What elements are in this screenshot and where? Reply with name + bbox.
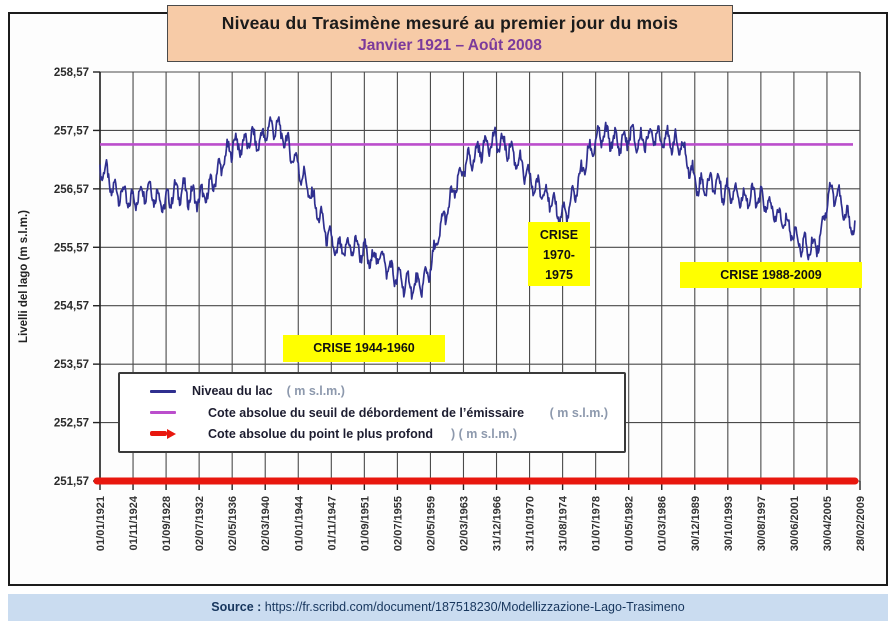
arrow-right-icon: [167, 428, 176, 439]
x-tick-label: 02/05/1959: [425, 496, 437, 551]
legend-item-lake-level: Niveau du lac ( m s.l.m.): [120, 384, 624, 398]
crisis-annotation-1970-1975: CRISE 1970- 1975: [528, 222, 590, 286]
legend-item-overflow-threshold: Cote absolue du seuil de débordement de …: [120, 406, 624, 420]
source-bar: Source : https://fr.scribd.com/document/…: [8, 594, 888, 621]
y-tick-label: 253,57: [54, 359, 89, 371]
lake-level-line-swatch: [150, 389, 176, 393]
outer-frame: [8, 12, 888, 586]
page-subtitle: Janvier 1921 – Août 2008: [358, 37, 542, 54]
overflow-line-swatch: [150, 411, 176, 414]
x-tick-label: 31/08/1974: [558, 495, 570, 551]
x-tick-label: 01/05/1982: [624, 496, 636, 551]
axis-labels: 258,57 257,57 256,57 255,57 254,57 253,57 252,…: [18, 67, 867, 551]
title-box: Niveau du Trasimène mesuré au premier jo…: [167, 5, 733, 62]
y-tick-label: 255,57: [54, 242, 89, 254]
x-tick-label: 28/02/2009: [855, 496, 867, 551]
x-tick-label: 30/10/1993: [723, 496, 735, 551]
y-tick-label: 258,57: [54, 67, 89, 79]
legend-item-deepest-point: Cote absolue du point le plus profond ) …: [120, 427, 624, 441]
crisis-annotation-1988-2009: CRISE 1988-2009: [680, 262, 862, 288]
x-tick-label: 01/09/1928: [161, 496, 173, 551]
x-tick-label: 01/11/1947: [326, 496, 338, 550]
lake-level-line: [99, 116, 856, 300]
crisis-label: CRISE 1944-1960: [313, 341, 415, 355]
y-tick-label: 257,57: [54, 125, 89, 137]
x-tick-label: 30/12/1989: [690, 496, 702, 551]
source-url: https://fr.scribd.com/document/187518230…: [264, 600, 685, 614]
x-tick-label: 30/08/1997: [756, 496, 768, 551]
x-tick-label: 01/07/1978: [591, 496, 603, 551]
y-tick-label: 254,57: [54, 301, 89, 313]
crisis-label: CRISE 1988-2009: [720, 268, 822, 282]
x-tick-label: 02/03/1940: [260, 496, 272, 551]
crisis-label-line: 1975: [545, 268, 573, 282]
x-tick-label: 30/04/2005: [822, 496, 834, 551]
y-tick-label: 256,57: [54, 184, 89, 196]
legend-label: Niveau du lac: [192, 384, 273, 399]
legend-unit: ( m s.l.m.): [286, 384, 345, 399]
x-tick-label: 02/05/1936: [227, 496, 239, 551]
x-tick-label: 02/07/1932: [194, 496, 206, 551]
deepest-point-line-swatch: [150, 428, 176, 439]
legend-label: Cote absolue du seuil de débordement de …: [208, 405, 525, 420]
x-tick-label: 01/03/1986: [657, 496, 669, 551]
legend-unit: ( m s.l.m.): [549, 405, 608, 420]
x-tick-label: 02/03/1963: [458, 496, 470, 551]
x-tick-label: 31/12/1966: [492, 496, 504, 551]
y-tick-label: 252,57: [54, 418, 89, 430]
y-tick-label: 251,57: [54, 476, 89, 488]
page-title: Niveau du Trasimène mesuré au premier jo…: [221, 13, 679, 33]
x-tick-label: 30/06/2001: [789, 496, 801, 551]
x-tick-label: 01/09/1951: [359, 496, 371, 551]
crisis-annotation-1944-1960: CRISE 1944-1960: [283, 335, 445, 362]
red-line-icon: [150, 431, 167, 437]
x-tick-label: 01/11/1924: [128, 495, 140, 550]
source-label: Source :: [211, 600, 262, 614]
chart-legend: Niveau du lac ( m s.l.m.) Cote absolue d…: [118, 372, 626, 453]
y-axis-title: Livelli del lago (m s.l.m.): [18, 210, 30, 343]
legend-label: Cote absolue du point le plus profond: [208, 426, 433, 441]
legend-unit: ) ( m s.l.m.): [451, 426, 517, 441]
x-tick-label: 31/10/1970: [525, 496, 537, 551]
crisis-label-line: CRISE: [539, 228, 579, 242]
x-tick-label: 02/07/1955: [392, 496, 404, 551]
x-tick-label: 01/01/1921: [95, 496, 107, 551]
crisis-label-line: 1970-: [543, 248, 575, 262]
x-tick-label: 01/01/1944: [293, 495, 305, 551]
